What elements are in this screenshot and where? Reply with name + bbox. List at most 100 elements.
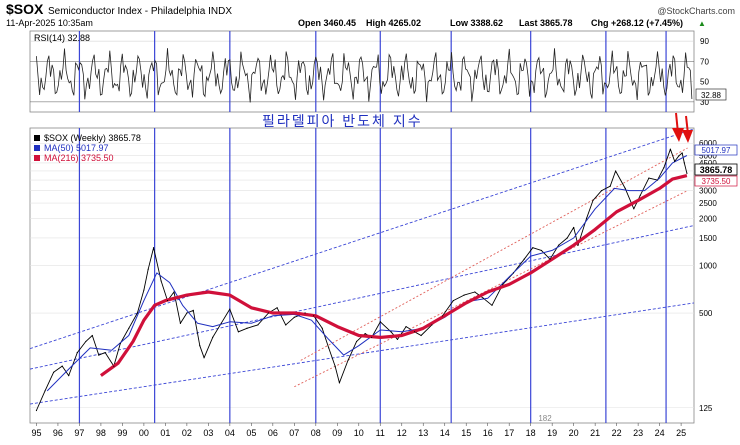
price-point (328, 347, 330, 349)
price-tick-label: 4500 (699, 159, 717, 168)
ma216-line (99, 174, 688, 377)
price-point (379, 321, 381, 323)
price-point (91, 334, 93, 337)
x-tick-label: 99 (117, 428, 127, 438)
x-tick-label: 96 (53, 428, 63, 438)
price-point (237, 331, 240, 333)
price-point (600, 190, 603, 192)
price-point (669, 148, 671, 150)
price-point (61, 365, 63, 367)
price-panel-frame (29, 127, 695, 424)
x-tick-label: 01 (160, 428, 170, 438)
x-tick-label: 25 (676, 428, 686, 438)
price-point (173, 291, 175, 293)
price-point (143, 289, 145, 291)
price-point (276, 307, 278, 309)
price-point (540, 249, 543, 252)
price-point (293, 316, 295, 318)
rsi-label: RSI(14) 32.88 (34, 33, 90, 43)
x-tick-label: 11 (376, 428, 385, 438)
price-point (104, 352, 106, 354)
x-tick-label: 20 (569, 428, 579, 438)
header-last: Last 3865.78 (519, 18, 573, 28)
price-point (229, 308, 231, 310)
price-point (321, 327, 323, 329)
x-tick-label: 95 (31, 428, 41, 438)
price-point (573, 226, 575, 229)
price-badge-bg (694, 163, 738, 176)
price-point (338, 382, 341, 384)
price-tick-label: 500 (699, 309, 713, 318)
price-point (683, 162, 685, 164)
x-tick-label: 23 (633, 428, 643, 438)
x-tick-label: 98 (96, 428, 106, 438)
price-point (390, 331, 392, 333)
rsi-tick-label: 90 (700, 37, 709, 46)
price-point (656, 179, 659, 181)
ma216-badge: 3735.50 (702, 177, 731, 186)
symbol-title: $SOX (6, 1, 44, 17)
ma50-line (46, 155, 688, 392)
blue-channel-trendline (29, 128, 695, 350)
legend-swatch (34, 135, 40, 141)
price-point (663, 167, 665, 169)
price-point (624, 187, 626, 189)
price-point (441, 315, 444, 317)
x-tick-label: 97 (74, 428, 84, 438)
price-point (577, 244, 579, 246)
price-badge: 3865.78 (700, 165, 733, 175)
price-point (113, 365, 115, 367)
price-point (420, 334, 422, 337)
x-tick-label: 06 (268, 428, 278, 438)
price-point (558, 244, 560, 246)
price-point (53, 371, 55, 373)
x-tick-label: 14 (440, 428, 450, 438)
price-point (648, 177, 650, 179)
red-channel-trendline (294, 190, 688, 388)
price-point (356, 340, 358, 343)
watermark: @StockCharts.com (657, 6, 735, 16)
rsi-tick-label: 50 (700, 78, 709, 87)
change-up-arrow-icon: ▲ (698, 19, 706, 28)
price-tick-label: 125 (699, 404, 713, 413)
x-tick-label: 17 (504, 428, 514, 438)
header-change: Chg +268.12 (+7.45%) (591, 18, 683, 28)
price-point (85, 340, 87, 343)
price-tick-label: 6000 (699, 139, 717, 148)
price-point (452, 299, 454, 302)
price-point (414, 331, 416, 333)
price-point (179, 322, 182, 324)
bottom-marker: 182 (538, 414, 552, 423)
x-tick-label: 22 (612, 428, 622, 438)
x-tick-label: 15 (461, 428, 471, 438)
x-tick-label: 24 (655, 428, 665, 438)
x-tick-label: 21 (590, 428, 600, 438)
price-point (35, 409, 38, 412)
korean-annotation: 필라델피아 반도체 지수 (262, 113, 423, 129)
ma216-badge-bg (694, 175, 738, 187)
header-date: 11-Apr-2025 10:35am (6, 18, 93, 28)
x-tick-label: 10 (354, 428, 364, 438)
price-point (257, 324, 259, 326)
red-down-arrow-icon (672, 112, 684, 142)
x-tick-label: 13 (418, 428, 428, 438)
price-point (192, 309, 194, 311)
legend-swatch (34, 145, 40, 151)
price-point (566, 237, 568, 239)
price-point (203, 357, 205, 359)
price-point (119, 342, 121, 345)
price-point (212, 336, 214, 339)
price-point (128, 327, 130, 329)
index-name: Semiconductor Index - Philadelphia INDX (48, 6, 232, 17)
blue-channel-trendline (29, 302, 695, 405)
x-tick-label: 16 (483, 428, 493, 438)
x-tick-label: 09 (332, 428, 342, 438)
price-point (246, 327, 248, 329)
price-point (136, 312, 139, 314)
price-tick-label: 5000 (699, 152, 717, 161)
ma50-badge: 5017.97 (702, 146, 731, 155)
price-point (633, 208, 635, 210)
price-point (199, 345, 201, 347)
x-tick-label: 02 (182, 428, 192, 438)
price-point (512, 272, 515, 274)
